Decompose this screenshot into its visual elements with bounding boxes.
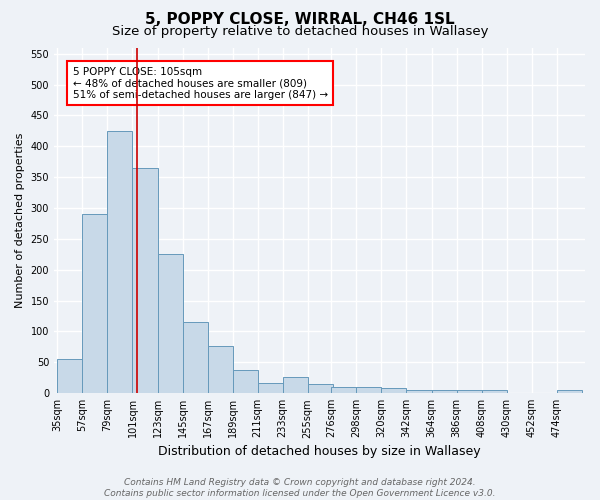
Bar	[208, 346, 233, 393]
Text: 5 POPPY CLOSE: 105sqm
← 48% of detached houses are smaller (809)
51% of semi-det: 5 POPPY CLOSE: 105sqm ← 48% of detached …	[73, 66, 328, 100]
Bar	[182, 322, 208, 393]
Text: Size of property relative to detached houses in Wallasey: Size of property relative to detached ho…	[112, 25, 488, 38]
Bar	[82, 214, 107, 393]
Bar	[257, 382, 283, 393]
Bar	[557, 390, 581, 393]
Bar	[356, 387, 382, 393]
Bar	[308, 384, 332, 393]
Bar	[331, 387, 356, 393]
Bar	[133, 168, 158, 393]
Bar	[482, 390, 506, 393]
Text: Contains HM Land Registry data © Crown copyright and database right 2024.
Contai: Contains HM Land Registry data © Crown c…	[104, 478, 496, 498]
X-axis label: Distribution of detached houses by size in Wallasey: Distribution of detached houses by size …	[158, 444, 481, 458]
Bar	[158, 254, 182, 393]
Bar	[58, 359, 82, 393]
Bar	[283, 376, 308, 393]
Bar	[107, 131, 133, 393]
Bar	[406, 390, 431, 393]
Bar	[431, 390, 457, 393]
Y-axis label: Number of detached properties: Number of detached properties	[15, 132, 25, 308]
Bar	[457, 390, 482, 393]
Text: 5, POPPY CLOSE, WIRRAL, CH46 1SL: 5, POPPY CLOSE, WIRRAL, CH46 1SL	[145, 12, 455, 28]
Bar	[233, 370, 257, 393]
Bar	[382, 388, 406, 393]
